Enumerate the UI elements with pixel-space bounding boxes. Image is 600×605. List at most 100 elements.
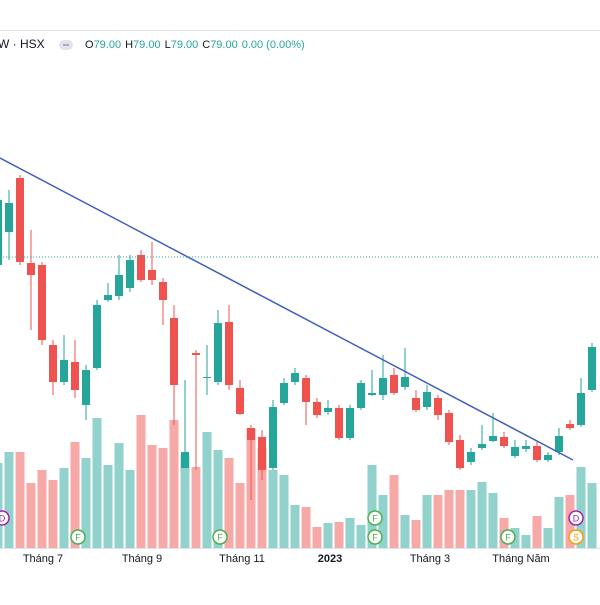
candle-body bbox=[544, 455, 552, 460]
x-tick-label: Tháng 3 bbox=[410, 553, 450, 565]
volume-bar bbox=[257, 448, 267, 548]
candle-body bbox=[115, 275, 123, 296]
event-circle bbox=[568, 529, 584, 545]
candle-body bbox=[148, 270, 156, 280]
volume-bar bbox=[345, 518, 355, 548]
ohlc-key: H bbox=[125, 39, 133, 51]
volume-bar bbox=[444, 490, 454, 548]
candle-body bbox=[489, 436, 497, 441]
volume-bar bbox=[136, 415, 146, 548]
volume-bar bbox=[92, 418, 102, 548]
volume-bar bbox=[26, 483, 36, 548]
volume-bar bbox=[70, 442, 80, 548]
candle-body bbox=[291, 373, 299, 382]
volume-bar bbox=[378, 495, 388, 548]
candle-body bbox=[522, 446, 530, 449]
volume-bar bbox=[180, 455, 190, 548]
volume-bar bbox=[576, 467, 586, 548]
candle-body bbox=[203, 377, 211, 378]
candle-body bbox=[170, 318, 178, 385]
candle-body bbox=[104, 295, 112, 300]
event-circle bbox=[367, 510, 383, 526]
candles bbox=[0, 175, 596, 500]
candle-body bbox=[412, 398, 420, 410]
ohlc-value: 79.00 bbox=[94, 39, 122, 51]
candle-body bbox=[324, 408, 332, 412]
candle-body bbox=[533, 446, 541, 460]
candle-body bbox=[5, 203, 13, 232]
menu-icon[interactable] bbox=[59, 40, 73, 50]
candle-body bbox=[313, 402, 321, 415]
event-marker[interactable]: D bbox=[0, 510, 10, 526]
candle-body bbox=[302, 378, 310, 402]
candle-body bbox=[577, 393, 585, 425]
candle-body bbox=[137, 255, 145, 280]
candle-body bbox=[269, 407, 277, 468]
volume-bar bbox=[334, 522, 344, 548]
candle-body bbox=[346, 408, 354, 438]
candle-body bbox=[401, 377, 409, 387]
volume-bar bbox=[400, 515, 410, 548]
volume-bar bbox=[235, 483, 245, 548]
volume-bar bbox=[455, 490, 465, 548]
candle-body bbox=[181, 452, 189, 468]
event-circle bbox=[500, 529, 516, 545]
x-tick-label: Tháng 7 bbox=[23, 553, 63, 565]
event-marker[interactable]: D bbox=[568, 510, 584, 526]
event-label: F bbox=[75, 532, 81, 542]
event-marker[interactable]: F bbox=[367, 529, 383, 545]
x-tick-label: Tháng Năm bbox=[492, 553, 549, 565]
volume-bar bbox=[367, 465, 377, 548]
event-label: F bbox=[372, 513, 378, 523]
volume-bar bbox=[59, 468, 69, 548]
volume-bar bbox=[37, 470, 47, 548]
volume-bar bbox=[4, 452, 14, 548]
volume-bar bbox=[158, 448, 168, 548]
volume-bar bbox=[411, 520, 421, 548]
event-circle bbox=[212, 529, 228, 545]
candle-body bbox=[478, 444, 486, 448]
volume-bar bbox=[389, 475, 399, 548]
candle-body bbox=[16, 178, 24, 262]
candle-body bbox=[566, 424, 574, 428]
candle-body bbox=[82, 370, 90, 405]
event-marker[interactable]: F bbox=[367, 510, 383, 526]
event-circle bbox=[0, 510, 10, 526]
volume-bar bbox=[114, 443, 124, 548]
candle-body bbox=[236, 388, 244, 414]
volume-bar bbox=[191, 467, 201, 548]
volume-bar bbox=[301, 507, 311, 548]
event-circle bbox=[367, 529, 383, 545]
ohlc-value: 79.00 bbox=[210, 39, 238, 51]
volume-bar bbox=[202, 432, 212, 548]
volume-bar bbox=[290, 505, 300, 548]
event-marker[interactable]: F bbox=[500, 529, 516, 545]
event-marker[interactable]: S bbox=[568, 529, 584, 545]
candle-body bbox=[555, 436, 563, 452]
candle-body bbox=[445, 413, 453, 442]
event-marker[interactable]: F bbox=[212, 529, 228, 545]
volume-bar bbox=[48, 480, 58, 548]
candle-body bbox=[368, 393, 376, 395]
candle-body bbox=[423, 392, 431, 407]
event-label: D bbox=[0, 513, 6, 523]
candle-body bbox=[588, 347, 596, 390]
candle-body bbox=[71, 362, 79, 390]
candle-body bbox=[225, 322, 233, 385]
event-label: F bbox=[505, 532, 511, 542]
volume-bar bbox=[268, 470, 278, 548]
volume-bar bbox=[147, 445, 157, 548]
ohlc-value: 79.00 bbox=[171, 39, 199, 51]
volume-bar bbox=[312, 527, 322, 548]
candle-body bbox=[214, 323, 222, 382]
event-marker[interactable]: F bbox=[70, 529, 86, 545]
symbol: W · HSX bbox=[0, 37, 45, 51]
x-tick-label: Tháng 9 bbox=[122, 553, 162, 565]
x-tick-label: Tháng 11 bbox=[219, 553, 265, 565]
candle-body bbox=[467, 452, 475, 462]
event-circle bbox=[70, 529, 86, 545]
candle-body bbox=[49, 345, 57, 382]
volume-bar bbox=[213, 450, 223, 548]
